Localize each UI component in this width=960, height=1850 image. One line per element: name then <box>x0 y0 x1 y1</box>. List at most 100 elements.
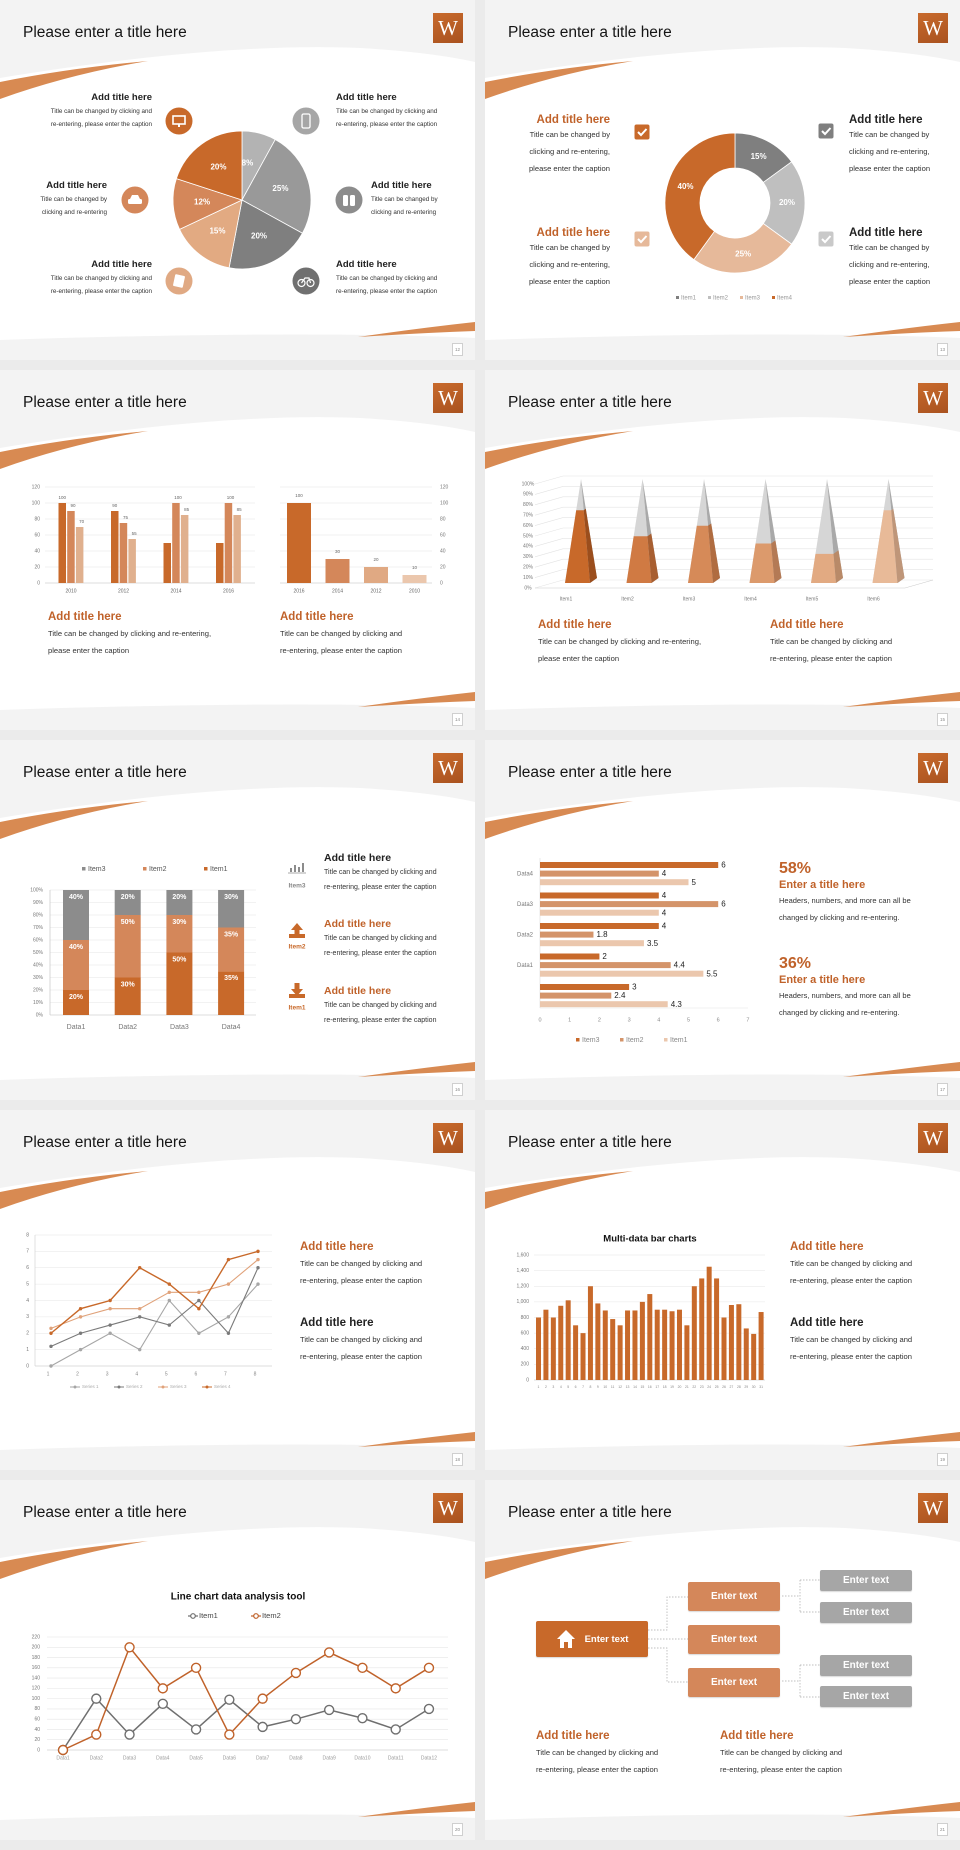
bar <box>75 527 84 583</box>
block-title: Add title here <box>720 1730 794 1742</box>
slide-14[interactable]: W Please enter a title here 14 0 20 40 60 80 100… <box>0 370 475 730</box>
bar <box>536 1317 541 1380</box>
y-tick-label: 800 <box>521 1315 530 1321</box>
slide-15[interactable]: W Please enter a title here 15 0% 10% 20% 30% 4… <box>485 370 960 730</box>
text-block[interactable]: Add title here Title can be changed by cl… <box>300 1317 422 1365</box>
slide-17[interactable]: W Please enter a title here 17 6 4 5 Data4 4 6 4 D… <box>485 740 960 1100</box>
text-block[interactable]: Add title here Title can be changed by cl… <box>720 1730 842 1778</box>
series-marker <box>49 1344 53 1349</box>
slide-18[interactable]: W Please enter a title here 18 0 1 2 3 4 5 6 7 8 1 2 3… <box>0 1110 475 1470</box>
text-block[interactable]: Add title here Title can be changed by cl… <box>538 619 701 668</box>
swoosh-decoration <box>358 322 475 337</box>
text-block[interactable]: 36% Enter a title here Headers, numbers, a… <box>779 954 911 1021</box>
text-block[interactable]: Add title here Title can be changed by cl… <box>790 1241 912 1289</box>
y-tick-label: 3 <box>26 1314 29 1320</box>
text-block[interactable]: Add title here Title can be changed by cl… <box>324 852 437 895</box>
middle-node[interactable]: Enter text <box>688 1582 780 1611</box>
leaf-node[interactable]: Enter text <box>820 1686 912 1707</box>
leaf-node[interactable]: Enter text <box>820 1570 912 1591</box>
slide-title[interactable]: Please enter a title here <box>23 1134 187 1151</box>
house-shape <box>556 1630 575 1648</box>
slide-title[interactable]: Please enter a title here <box>508 764 672 781</box>
text-block[interactable]: Add title here Title can be changed by cl… <box>51 92 152 132</box>
text-block[interactable]: Add title here Title can be changed by cl… <box>770 619 892 668</box>
page-number: 21 <box>937 1823 948 1836</box>
swoosh-decoration <box>485 61 633 99</box>
middle-node[interactable]: Enter text <box>688 1668 780 1697</box>
bar <box>540 923 659 929</box>
block-caption: re-entering, please enter the caption <box>324 1016 437 1024</box>
data-label: 100 <box>58 495 66 500</box>
block-title: Add title here <box>536 227 610 239</box>
data-label: 4.3 <box>671 1000 683 1009</box>
bar <box>224 503 233 583</box>
x-tick-label: Item4 <box>744 596 757 602</box>
legend-swatch <box>772 296 775 299</box>
text-block[interactable]: Add title here Title can be changed by cl… <box>790 1317 912 1365</box>
block-title: Add title here <box>849 227 923 239</box>
text-block[interactable]: Add title here Title can be changed by cl… <box>336 259 437 299</box>
pie-slice <box>228 199 304 270</box>
y-tick-label: 20% <box>33 987 44 993</box>
text-block[interactable]: Add title here Title can be changed by cl… <box>51 259 152 299</box>
middle-node[interactable]: Enter text <box>688 1625 780 1654</box>
leaf-node[interactable]: Enter text <box>820 1602 912 1623</box>
bar <box>540 892 659 899</box>
y-tick-label: 200 <box>32 1645 41 1651</box>
stat-value: 36% <box>779 955 812 972</box>
slide-13[interactable]: W Please enter a title here 13 15% 20% 25% 40%… <box>485 0 960 360</box>
text-block[interactable]: Add title here Title can be changed by cli… <box>371 180 438 220</box>
slide-19[interactable]: W Please enter a title here 19 Multi-data b… <box>485 1110 960 1470</box>
swoosh-decoration <box>843 1802 960 1817</box>
gridline <box>534 558 933 568</box>
text-block[interactable]: Add title here Title can be changed by cli… <box>529 227 610 290</box>
text-block[interactable]: Add title here Title can be changed by cli… <box>529 114 610 177</box>
text-block[interactable]: Add title here Title can be changed by cl… <box>324 918 437 961</box>
legend-label: Item2 <box>626 1037 644 1044</box>
bar <box>706 1266 712 1380</box>
donut-label: 40% <box>678 182 694 191</box>
slide-title[interactable]: Please enter a title here <box>23 764 187 781</box>
text-block[interactable]: Add title here Title can be changed by cl… <box>536 1730 658 1778</box>
block-caption: Title can be changed by clicking and <box>536 1748 659 1757</box>
block-caption: re-entering, please enter the caption <box>300 1276 423 1285</box>
y-tick-label: Data4 <box>517 872 534 878</box>
stacked-segment <box>166 890 193 915</box>
block-title: Enter a title here <box>779 974 866 986</box>
slide-21[interactable]: W Please enter a title here 21 Enter text En… <box>485 1480 960 1840</box>
leaf-node[interactable]: Enter text <box>820 1655 912 1676</box>
text-block[interactable]: Add title here Title can be changed by cl… <box>336 92 437 132</box>
slide-12[interactable]: W Please enter a title here 12 8% 25% 20% 15% 1… <box>0 0 475 360</box>
text-block[interactable]: Add title here Title can be changed by cli… <box>40 180 107 220</box>
text-block[interactable]: Add title here Title can be changed by cli… <box>849 114 930 177</box>
y-tick-label: 0 <box>440 580 443 586</box>
root-node[interactable]: Enter text <box>536 1621 648 1657</box>
slide-16[interactable]: W Please enter a title here 16 0% 10% 20% 30% 4… <box>0 740 475 1100</box>
text-block[interactable]: Add title here Title can be changed by cl… <box>280 611 402 660</box>
slide-title[interactable]: Please enter a title here <box>508 1134 672 1151</box>
checkbox-box <box>634 231 650 247</box>
frame <box>301 277 312 284</box>
text-block[interactable]: Add title here Title can be changed by cl… <box>300 1241 422 1289</box>
slide-title[interactable]: Please enter a title here <box>23 394 187 411</box>
bar <box>540 901 719 908</box>
segment-label: 20% <box>172 894 187 901</box>
slide-title[interactable]: Please enter a title here <box>508 24 672 41</box>
bar <box>721 1317 727 1380</box>
slide-background <box>0 1157 475 1450</box>
bar <box>540 953 600 960</box>
text-block[interactable]: Add title here Title can be changed by cli… <box>849 227 930 290</box>
text-block[interactable]: Add title here Title can be changed by cl… <box>48 611 211 660</box>
text-block[interactable]: Add title here Title can be changed by cl… <box>324 985 437 1028</box>
slide-title[interactable]: Please enter a title here <box>508 1504 672 1521</box>
text-block[interactable]: 58% Enter a title here Headers, numbers, a… <box>779 859 911 926</box>
y-tick-label: 90% <box>523 492 534 498</box>
slide-title[interactable]: Please enter a title here <box>23 1504 187 1521</box>
block-caption: please enter the caption <box>48 645 130 655</box>
slide-title[interactable]: Please enter a title here <box>23 24 187 41</box>
slide-title[interactable]: Please enter a title here <box>508 394 672 411</box>
series-marker <box>49 1326 53 1331</box>
slide-20[interactable]: W Please enter a title here 20 Line chart d… <box>0 1480 475 1840</box>
arrow-up <box>291 923 303 935</box>
icon-label: Item3 <box>289 883 306 890</box>
